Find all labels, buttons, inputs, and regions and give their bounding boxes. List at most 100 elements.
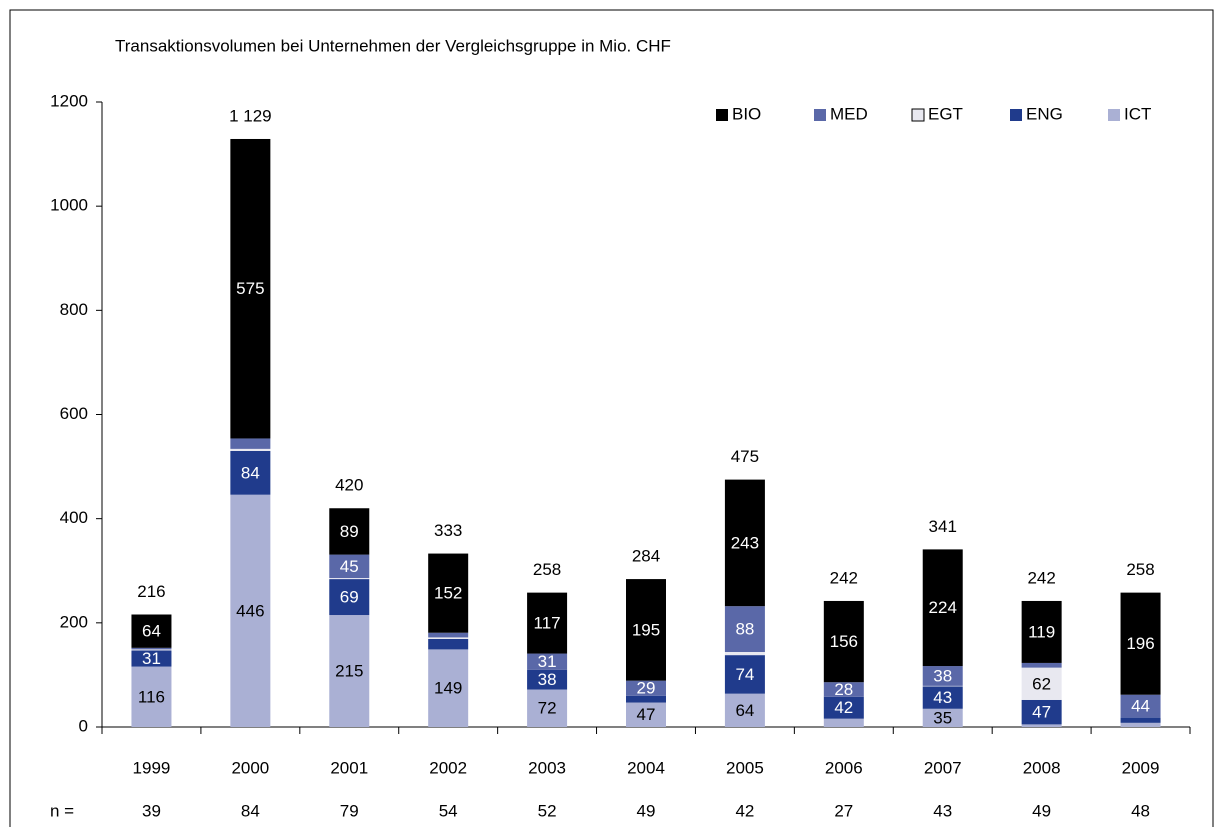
legend-swatch	[1108, 109, 1120, 121]
legend-label: ICT	[1124, 104, 1151, 123]
bar-segment	[1120, 722, 1161, 727]
total-label: 420	[335, 476, 363, 495]
x-tick-label: 2005	[726, 758, 764, 777]
y-tick-label: 1200	[50, 91, 88, 110]
segment-label: 47	[1032, 703, 1051, 722]
bar-segment	[428, 649, 469, 727]
bar-segment	[626, 680, 666, 696]
bar-segment	[527, 592, 568, 654]
bar-segment	[527, 669, 568, 690]
n-value: 52	[538, 801, 557, 820]
bar-segment	[527, 653, 568, 670]
total-label: 284	[632, 547, 660, 566]
segment-label: 43	[933, 688, 952, 707]
bar-segment	[922, 549, 963, 667]
bar-segment	[230, 448, 271, 451]
segment-label: 31	[142, 649, 161, 668]
bar-segment	[329, 615, 370, 727]
bar-segment	[724, 652, 765, 656]
bar-segment	[329, 579, 370, 616]
segment-label: 29	[637, 679, 656, 698]
n-value: 39	[142, 801, 161, 820]
segment-label: 64	[142, 622, 161, 641]
bar-segment	[230, 494, 271, 727]
x-tick-label: 2006	[825, 758, 863, 777]
y-tick-label: 0	[79, 716, 88, 735]
n-value: 48	[1131, 801, 1150, 820]
bar-segment	[922, 708, 963, 727]
n-value: 43	[933, 801, 952, 820]
bar-segment	[823, 718, 864, 727]
bar-segment	[428, 553, 469, 633]
bar-segment	[1120, 694, 1161, 718]
y-tick-label: 1000	[50, 196, 88, 215]
bar-segment	[626, 702, 666, 727]
bar-segment	[428, 632, 469, 638]
bar-segment	[131, 650, 172, 667]
bar-segment	[428, 637, 469, 639]
bar-segment	[131, 666, 172, 727]
x-tick-label: 2009	[1122, 758, 1160, 777]
frame	[9, 9, 1214, 832]
bar-segment	[230, 438, 271, 449]
segment-label: 88	[735, 620, 754, 639]
y-tick-label: 400	[60, 508, 88, 527]
segment-label: 195	[632, 620, 660, 639]
n-value: 42	[735, 801, 754, 820]
segment-label: 64	[735, 701, 754, 720]
segment-label: 45	[340, 557, 359, 576]
bar-segment	[922, 685, 963, 687]
bar-segment	[724, 479, 765, 607]
x-tick-label: 2002	[429, 758, 467, 777]
bar-segment	[823, 696, 864, 719]
segment-label: 215	[335, 661, 363, 680]
bar-segment	[329, 508, 370, 555]
bar-segment	[724, 606, 765, 652]
bar-segment	[131, 649, 172, 651]
segment-label: 575	[236, 279, 264, 298]
bar-segment	[329, 554, 370, 579]
segment-label: 74	[735, 665, 754, 684]
x-tick-label: 2008	[1023, 758, 1061, 777]
segment-label: 117	[534, 614, 561, 633]
segment-label: 84	[241, 463, 260, 482]
bar-segment	[823, 682, 864, 697]
bar-segment	[527, 689, 568, 727]
segment-label: 89	[340, 522, 359, 541]
segment-label: 62	[1032, 674, 1051, 693]
segment-label: 38	[933, 666, 952, 685]
bar-segment	[1120, 592, 1161, 695]
bar-segment	[922, 686, 963, 709]
bar-segment	[329, 578, 370, 580]
bar-segment	[626, 579, 666, 681]
n-value: 49	[1032, 801, 1051, 820]
bar-segment	[626, 695, 666, 703]
bar-segment	[230, 138, 271, 439]
n-value: 79	[340, 801, 359, 820]
bar-segment	[823, 600, 864, 683]
bar-segment	[1021, 699, 1062, 725]
n-label: n =	[50, 801, 74, 820]
bar-segment	[1120, 717, 1161, 723]
segment-label: 446	[236, 601, 264, 620]
segment-label: 224	[929, 598, 957, 617]
segment-label: 196	[1126, 634, 1154, 653]
legend-label: BIO	[732, 104, 761, 123]
x-tick-label: 2004	[627, 758, 665, 777]
legend-label: MED	[830, 104, 868, 123]
bar-segment	[428, 638, 469, 650]
bar-segment	[724, 655, 765, 694]
total-label: 216	[137, 582, 165, 601]
segment-label: 152	[434, 584, 462, 603]
segment-label: 243	[731, 533, 759, 552]
legend-swatch	[1010, 109, 1022, 121]
bar-segment	[1021, 662, 1062, 668]
x-tick-label: 2001	[330, 758, 368, 777]
bar-segment	[922, 666, 963, 686]
n-value: 49	[637, 801, 656, 820]
legend-swatch	[814, 109, 826, 121]
bar-segment	[230, 450, 271, 495]
total-label: 258	[1126, 560, 1154, 579]
segment-label: 116	[138, 687, 165, 706]
